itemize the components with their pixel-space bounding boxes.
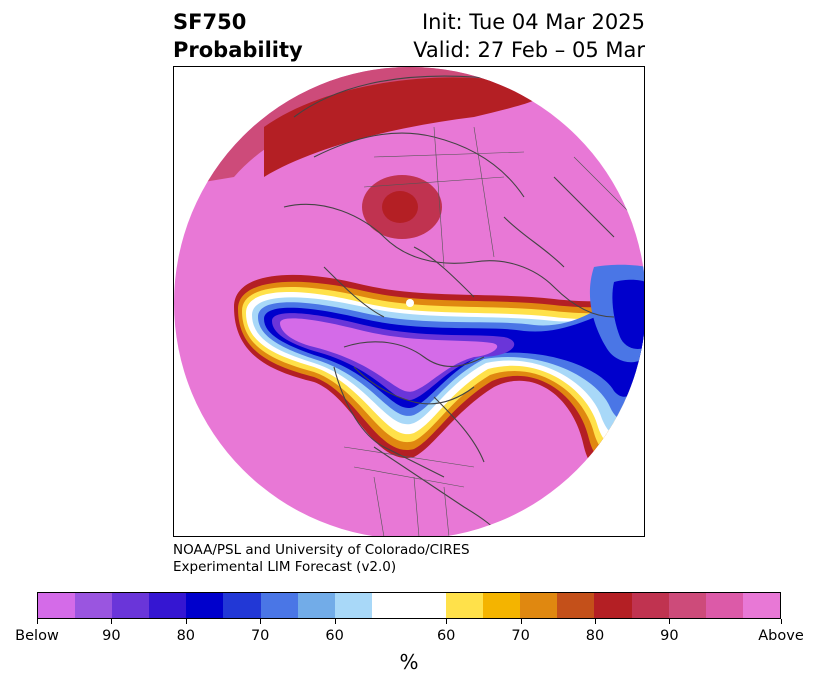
colorbar-segment — [297, 593, 335, 618]
colorbar-tick-label: Below — [15, 628, 59, 644]
map-canvas — [174, 67, 644, 536]
colorbar-tick-label: 90 — [660, 628, 679, 644]
above-band-90 — [264, 77, 544, 177]
colorbar-tick-mark — [260, 619, 261, 624]
colorbar-tick-label: 70 — [511, 628, 530, 644]
colorbar-tick-label: 90 — [102, 628, 121, 644]
probability-field — [174, 67, 644, 536]
colorbar-tick-label: 60 — [436, 628, 456, 644]
colorbar-tick-mark — [446, 619, 447, 624]
colorbar-tick-mark — [521, 619, 522, 624]
colorbar-tick-label: 70 — [250, 628, 270, 644]
credit-line1: NOAA/PSL and University of Colorado/CIRE… — [173, 542, 470, 558]
map-title: SF750 Probability — [173, 8, 303, 64]
colorbar-segment — [334, 593, 372, 618]
forecast-dates: Init: Tue 04 Mar 2025 Valid: 27 Feb – 05… — [413, 8, 645, 64]
colorbar-segment — [186, 593, 224, 618]
init-date: Init: Tue 04 Mar 2025 — [421, 10, 645, 34]
colorbar-tick-mark — [186, 619, 187, 624]
colorbar-segment — [75, 593, 113, 618]
colorbar-segment — [149, 593, 187, 618]
colorbar-segment — [520, 593, 558, 618]
colorbar-segment — [631, 593, 669, 618]
colorbar-segment — [112, 593, 150, 618]
colorbar-segment — [38, 593, 76, 618]
colorbar-segment — [223, 593, 261, 618]
colorbar — [37, 592, 781, 619]
colorbar-segment — [446, 593, 484, 618]
colorbar-segment — [557, 593, 595, 618]
colorbar-segment — [705, 593, 743, 618]
colorbar-segment — [260, 593, 298, 618]
colorbar-segment — [742, 593, 780, 618]
colorbar-tick-mark — [781, 619, 782, 624]
colorbar-segment — [371, 593, 447, 618]
title-variable: SF750 — [173, 10, 247, 34]
colorbar-tick-mark — [37, 619, 38, 624]
borders — [343, 126, 635, 536]
colorbar-tick-label: 80 — [585, 628, 605, 644]
valid-dates: Valid: 27 Feb – 05 Mar — [413, 38, 645, 62]
colorbar-unit: % — [399, 650, 419, 674]
below-core — [280, 318, 498, 392]
colorbar-tick-mark — [111, 619, 112, 624]
colorbar-tick-mark — [669, 619, 670, 624]
credit-line2: Experimental LIM Forecast (v2.0) — [173, 559, 397, 575]
colorbar-segment — [668, 593, 706, 618]
pole-marker — [406, 299, 414, 307]
colorbar-tick-label: 80 — [176, 628, 196, 644]
colorbar-tick-mark — [595, 619, 596, 624]
title-probability: Probability — [173, 38, 303, 62]
probability-map — [173, 66, 645, 537]
colorbar-tick-label: 60 — [325, 628, 344, 644]
colorbar-tick-mark — [335, 619, 336, 624]
colorbar-tick-label: Above — [758, 628, 804, 644]
colorbar-segment — [594, 593, 632, 618]
colorbar-segment — [483, 593, 521, 618]
credit-text: NOAA/PSL and University of Colorado/CIRE… — [173, 542, 470, 576]
